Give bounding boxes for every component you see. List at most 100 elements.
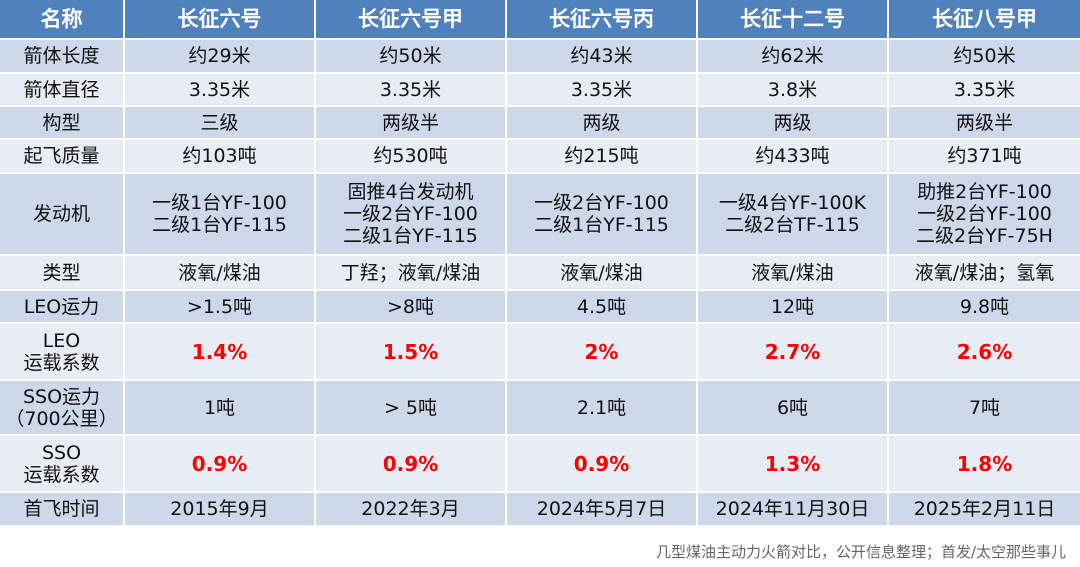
value-cell: 液氧/煤油 [698, 256, 889, 291]
value-cell: 2015年9月 [125, 493, 316, 527]
cell-text: 2024年5月7日 [536, 498, 667, 520]
row-label-text: （700公里） [5, 407, 118, 430]
cell-text: 1.3% [764, 451, 821, 476]
value-cell: 2024年11月30日 [698, 493, 889, 527]
cell-text: 2025年2月11日 [913, 498, 1056, 520]
cell-text: 两级 [773, 111, 812, 134]
cell-text: >8吨 [386, 295, 434, 318]
cell-text: 2.7% [764, 339, 821, 364]
cell-text: 二级1台YF-115 [534, 214, 669, 236]
cell-text: 7吨 [968, 396, 1001, 419]
value-cell: 两级 [698, 107, 889, 140]
value-cell: 一级1台YF-100 二级1台YF-115 [125, 174, 316, 256]
row-label-text: LEO运力 [23, 295, 100, 318]
value-cell: 丁羟；液氧/煤油 [316, 256, 507, 291]
cell-text: 两级半 [955, 111, 1013, 134]
row-label-text: 构型 [42, 111, 81, 134]
highlight-value-cell: 2.6% [889, 324, 1080, 381]
cell-text: > 5吨 [383, 396, 438, 419]
table-body: 箭体长度 约29米 约50米 约43米 约62米 约50米 箭体直径 3.35米 3.35米 3.… [0, 40, 1080, 527]
cell-text: 4.5吨 [576, 295, 627, 318]
cell-text: 3.35米 [188, 78, 251, 101]
value-cell: 约29米 [125, 40, 316, 74]
cell-text: 约530吨 [373, 145, 448, 167]
cell-text: 2% [584, 339, 619, 364]
cell-text: 0.9% [191, 451, 248, 476]
cell-text: 液氧/煤油；氢氧 [914, 261, 1055, 284]
row-label: 构型 [0, 107, 125, 140]
value-cell: 12吨 [698, 291, 889, 324]
cell-text: 2022年3月 [361, 498, 460, 520]
highlight-value-cell: 1.8% [889, 436, 1080, 493]
row-label-text: LEO [42, 329, 81, 352]
value-cell: 2.1吨 [507, 381, 698, 436]
cell-text: 0.9% [382, 451, 439, 476]
cell-text: 液氧/煤油 [751, 261, 834, 284]
value-cell: 4.5吨 [507, 291, 698, 324]
cell-text: 约43米 [570, 45, 633, 67]
value-cell: 固推4台发动机 一级2台YF-100 二级1台YF-115 [316, 174, 507, 256]
row-label-text: SSO [41, 441, 82, 464]
value-cell: 约215吨 [507, 140, 698, 174]
value-cell: 2025年2月11日 [889, 493, 1080, 527]
highlight-value-cell: 1.4% [125, 324, 316, 381]
row-label: 类型 [0, 256, 125, 291]
cell-text: 三级 [200, 111, 239, 134]
cell-text: 两级半 [381, 111, 439, 134]
value-cell: >1.5吨 [125, 291, 316, 324]
row-label: 箭体长度 [0, 40, 125, 74]
row-label: 箭体直径 [0, 74, 125, 107]
value-cell: 3.35米 [316, 74, 507, 107]
header-name-label: 名称 [0, 0, 125, 40]
row-label: 起飞质量 [0, 140, 125, 174]
header-rocket: 长征六号丙 [507, 0, 698, 40]
cell-text: 2015年9月 [170, 498, 269, 520]
value-cell: 约43米 [507, 40, 698, 74]
value-cell: 约50米 [316, 40, 507, 74]
row-label-text: 运载系数 [23, 463, 100, 486]
value-cell: 约103吨 [125, 140, 316, 174]
cell-text: 二级1台YF-115 [152, 214, 287, 236]
cell-text: 1.5% [382, 339, 439, 364]
cell-text: 二级2台YF-75H [916, 225, 1053, 247]
cell-text: 约371吨 [947, 145, 1022, 167]
value-cell: 两级半 [316, 107, 507, 140]
value-cell: 约50米 [889, 40, 1080, 74]
row-label: SSO 运载系数 [0, 436, 125, 493]
value-cell: 6吨 [698, 381, 889, 436]
cell-text: 9.8吨 [959, 295, 1010, 318]
cell-text: 1.4% [191, 339, 248, 364]
row-label-text: 类型 [42, 261, 81, 284]
cell-text: 0.9% [573, 451, 630, 476]
cell-text: 固推4台发动机 [347, 181, 474, 203]
value-cell: 约433吨 [698, 140, 889, 174]
value-cell: 约62米 [698, 40, 889, 74]
cell-text: 2.6% [956, 339, 1013, 364]
header-rocket: 长征十二号 [698, 0, 889, 40]
cell-text: 液氧/煤油 [560, 261, 643, 284]
row-label-text: 首飞时间 [23, 498, 100, 520]
cell-text: 12吨 [770, 295, 815, 318]
table-row: 发动机 一级1台YF-100 二级1台YF-115 固推4台发动机 一级2台YF-100… [0, 174, 1080, 256]
cell-text: 二级1台YF-115 [343, 225, 478, 247]
highlight-value-cell: 2.7% [698, 324, 889, 381]
cell-text: 约215吨 [564, 145, 639, 167]
value-cell: 约530吨 [316, 140, 507, 174]
row-label-text: 起飞质量 [23, 145, 100, 167]
cell-text: 二级2台TF-115 [725, 214, 860, 236]
table-row: 箭体直径 3.35米 3.35米 3.35米 3.8米 3.35米 [0, 74, 1080, 107]
value-cell: 约371吨 [889, 140, 1080, 174]
value-cell: 三级 [125, 107, 316, 140]
table-row: 首飞时间 2015年9月 2022年3月 2024年5月7日 2024年11月30日 20… [0, 493, 1080, 527]
table-row: SSO运力 （700公里） 1吨 > 5吨 2.1吨 6吨 7吨 [0, 381, 1080, 436]
cell-text: 约29米 [188, 45, 251, 67]
row-label: LEO运力 [0, 291, 125, 324]
row-label-text: 发动机 [32, 203, 90, 225]
value-cell: 3.35米 [125, 74, 316, 107]
cell-text: 2024年11月30日 [715, 498, 870, 520]
header-rocket: 长征六号 [125, 0, 316, 40]
cell-text: 一级2台YF-100 [534, 192, 669, 214]
row-label-text: 运载系数 [23, 351, 100, 374]
cell-text: 一级1台YF-100 [152, 192, 287, 214]
rocket-comparison-table: 名称 长征六号 长征六号甲 长征六号丙 长征十二号 长征八号甲 箭体长度 约29米… [0, 0, 1080, 527]
